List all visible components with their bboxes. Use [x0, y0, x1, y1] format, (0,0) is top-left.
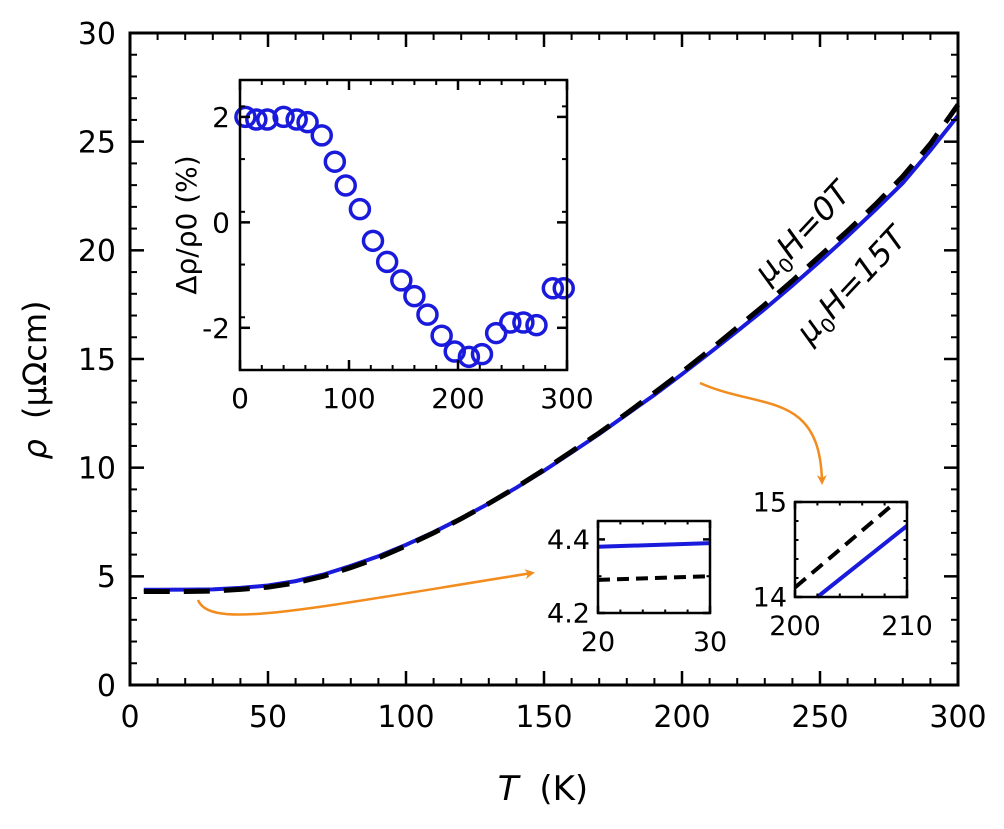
x-tick-label: 250 [791, 700, 848, 735]
inset-mr-ylabel-text: Δρ/ρ0 (%) [170, 155, 203, 294]
data-point [310, 124, 333, 147]
y-tick-label: 2 [212, 101, 230, 134]
data-point [256, 108, 279, 131]
main-series-group [143, 103, 961, 594]
main-axis-ticks [128, 31, 960, 687]
x-axis-var: T [498, 769, 521, 809]
inset-low-temperature: 20 30 4.2 4.4 [547, 519, 727, 658]
data-point [512, 311, 535, 334]
y-axis-var: ρ [16, 439, 54, 459]
inset-magnetoresistance: 0 100 200 300 -2 0 2 Δρ/ρ0 (%) [170, 78, 594, 415]
inset-mr-ylabel: Δρ/ρ0 (%) [170, 155, 203, 294]
data-point [323, 150, 347, 173]
inset-low-background [598, 521, 710, 613]
x-tick-label: 150 [515, 700, 572, 735]
y-tick-label: 4.4 [547, 525, 590, 556]
inset-high-background [795, 502, 907, 597]
x-axis-unit: (K) [539, 769, 588, 809]
arrow-to-high-inset [699, 381, 827, 485]
data-point [361, 229, 385, 253]
data-point [348, 197, 372, 221]
y-tick-label: 5 [97, 560, 116, 595]
x-tick-label: 300 [540, 382, 593, 415]
y-tick-label: 10 [78, 451, 116, 486]
inset-mr-frame [238, 78, 569, 372]
data-point [443, 340, 466, 363]
data-point [499, 311, 522, 334]
data-point [334, 174, 357, 197]
data-point [272, 105, 295, 129]
y-tick-label: 25 [78, 125, 116, 160]
inset-mr-ticks [238, 80, 569, 371]
inset-high-ticks [793, 500, 909, 599]
y-tick-label: 30 [78, 17, 116, 52]
data-point [234, 105, 257, 129]
x-axis-label: T (K) [498, 769, 588, 809]
data-point [541, 277, 565, 300]
x-tick-label: 200 [769, 611, 821, 642]
x-tick-label: 50 [249, 700, 287, 735]
y-tick-label: 15 [78, 343, 116, 378]
x-tick-label: 0 [120, 700, 139, 735]
x-tick-label: 20 [581, 627, 615, 658]
x-tick-label: 200 [653, 700, 710, 735]
data-point [403, 284, 426, 308]
data-point [245, 108, 268, 131]
inset-high-line-15T [816, 524, 909, 599]
y-tick-label: 4.2 [547, 599, 590, 630]
label-0T-rest: H=0T [769, 172, 860, 266]
data-point [296, 110, 319, 134]
data-point [285, 108, 308, 131]
x-tick-label: 100 [377, 700, 434, 735]
y-axis-label: ρ (μΩcm) [16, 300, 54, 459]
y-tick-label: 15 [753, 488, 787, 519]
x-tick-label: 100 [322, 382, 375, 415]
y-tick-label: 0 [212, 206, 230, 239]
data-point [470, 342, 494, 366]
data-point [457, 345, 481, 369]
inset-low-line-15T [597, 541, 711, 549]
inset-mr-ticklabels: 0 100 200 300 -2 0 2 [202, 101, 594, 415]
x-tick-label: 30 [693, 627, 727, 658]
y-tick-label: 14 [753, 583, 787, 614]
inset-low-series [597, 541, 711, 582]
inset-high-line-0T [793, 500, 898, 590]
series-line-0T [143, 103, 961, 594]
x-tick-label: 300 [929, 700, 986, 735]
y-tick-label: -2 [202, 312, 230, 345]
x-tick-label: 210 [881, 611, 933, 642]
inset-low-frame [596, 519, 712, 615]
x-tick-label: 0 [231, 382, 249, 415]
data-point [375, 250, 399, 274]
y-axis-unit: (μΩcm) [16, 300, 54, 419]
inset-high-frame [793, 500, 909, 599]
data-point [484, 321, 508, 345]
data-point [430, 324, 453, 347]
data-point [390, 269, 413, 292]
inset-high-temperature: 200 210 14 15 [753, 488, 933, 642]
data-point [416, 303, 439, 326]
x-tick-label: 200 [431, 382, 484, 415]
data-point [525, 313, 548, 337]
inset-high-ticklabels: 200 210 14 15 [753, 488, 933, 642]
data-point [552, 277, 575, 300]
inset-high-series [793, 500, 909, 599]
y-tick-label: 20 [78, 234, 116, 269]
inset-low-ticks [596, 521, 712, 615]
arrow-to-low-inset [196, 569, 535, 616]
y-tick-label: 0 [97, 669, 116, 704]
inset-mr-points [234, 105, 575, 369]
inset-low-ticklabels: 20 30 4.2 4.4 [547, 525, 727, 658]
